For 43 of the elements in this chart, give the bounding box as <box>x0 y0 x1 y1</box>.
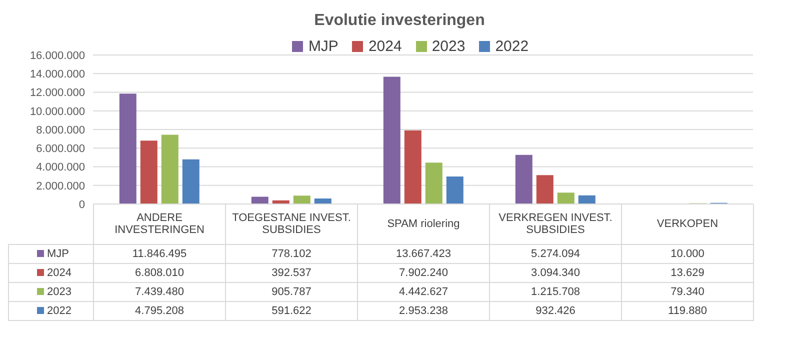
y-tick-label: 8.000.000 <box>36 124 85 136</box>
data-label: 79.340 <box>622 282 754 302</box>
data-label: 591.622 <box>226 302 358 320</box>
text: 2024 <box>47 267 72 279</box>
legend-label: 2022 <box>494 38 529 55</box>
data-label: 6.808.010 <box>94 264 226 282</box>
chart-title: Evolutie investeringen <box>313 11 486 31</box>
data-label: 932.426 <box>490 302 622 320</box>
y-tick-label: 10.000.000 <box>30 106 85 118</box>
data-label: 392.537 <box>226 264 358 282</box>
data-label: 3.094.340 <box>490 264 622 282</box>
x-tick-label: ANDERE INVESTERINGEN <box>94 204 226 244</box>
data-label: 4.795.208 <box>94 302 226 320</box>
data-label: 7.902.240 <box>358 264 490 282</box>
x-tick-label: TOEGESTANE INVEST. SUBSIDIES <box>226 204 358 244</box>
data-label: 1.215.708 <box>490 282 622 302</box>
data-label: 7.439.480 <box>94 282 226 302</box>
x-tick-label: SPAM riolering <box>358 204 490 244</box>
legend-label: 2023 <box>430 38 466 55</box>
data-label: 11.846.495 <box>94 244 226 264</box>
data-label: 119.880 <box>622 302 754 320</box>
y-tick-label: 0 <box>78 198 85 211</box>
y-tick-label: 4.000.000 <box>36 162 85 174</box>
data-label: 905.787 <box>226 282 358 302</box>
data-label: 5.274.094 <box>490 244 622 264</box>
data-label: 13.629 <box>622 264 754 282</box>
data-label: 13.667.423 <box>358 244 490 264</box>
data-label: 778.102 <box>226 244 358 264</box>
data-label: 2.953.238 <box>358 302 490 320</box>
data-label: 10.000 <box>622 244 754 264</box>
text: MJP <box>47 248 69 260</box>
y-tick-label: 12.000.000 <box>30 87 85 100</box>
y-tick-label: 6.000.000 <box>36 143 85 156</box>
text: 2023 <box>47 286 72 298</box>
text: 2022 <box>47 305 72 317</box>
y-tick-label: 16.000.000 <box>30 50 85 62</box>
y-tick-label: 2.000.000 <box>36 180 85 192</box>
data-label: 4.442.627 <box>358 282 490 302</box>
legend-label: MJP <box>307 38 338 55</box>
legend-label: 2024 <box>367 38 402 55</box>
y-tick-label: 14.000.000 <box>30 68 85 81</box>
x-tick-label: VERKOPEN <box>622 204 754 244</box>
x-tick-label: VERKREGEN INVEST. SUBSIDIES <box>490 204 622 244</box>
